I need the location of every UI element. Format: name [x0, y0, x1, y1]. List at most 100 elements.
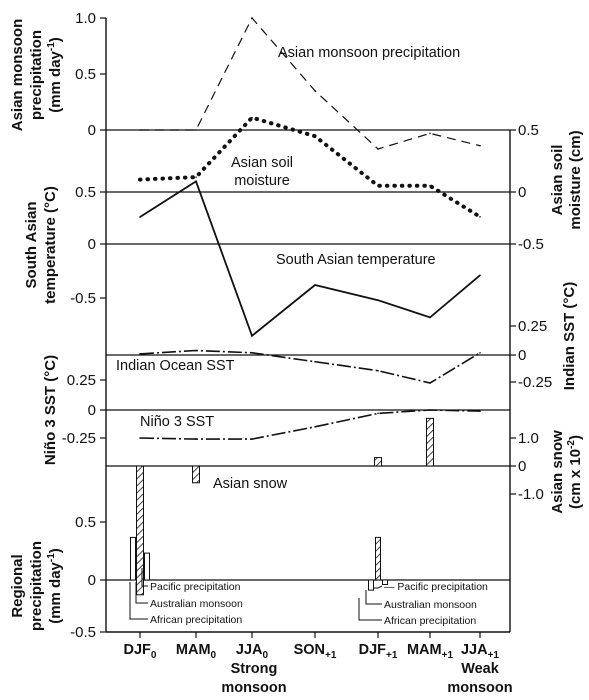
annotation-indian-ocean-sst: Indian Ocean SST: [116, 358, 235, 374]
ytick-label: 0: [518, 347, 526, 364]
data-point-asian-monsoon-precipitation: [479, 144, 481, 147]
x-annotations: Strong monsoon Weak monsoon: [221, 661, 512, 696]
data-point-nino3-sst: [479, 410, 481, 412]
left-axis-ticks: 1.0 0.5 0 0.5 0 -0.5 0.25 0 -0.25 0.5 0 …: [62, 10, 106, 641]
annotation-asian-monsoon-precipitation: Asian monsoon precipitation: [278, 45, 460, 61]
ytick-label: 0: [518, 458, 526, 475]
leader-african-djf0: [129, 582, 148, 620]
data-point-nino3-sst: [195, 438, 197, 440]
annotation-asian-snow: Asian snow: [213, 476, 288, 492]
annotation-pacific-precipitation-djf1: — Pacific precipitation: [384, 581, 488, 593]
data-point-nino3-sst: [429, 409, 431, 411]
ytick-label: 0.5: [75, 514, 96, 531]
data-point-asian-monsoon-precipitation: [251, 17, 253, 19]
bar-regional-precipitation-african-precipitation: [368, 579, 374, 591]
ytick-label: 0.5: [518, 122, 539, 139]
bar-asian-snow-asian-snow: [136, 465, 144, 596]
data-point-south-asian-temperature: [139, 216, 141, 218]
annotation-african-precipitation-djf1: African precipitation: [384, 615, 476, 627]
ytick-label: 0.25: [67, 372, 96, 389]
data-point-indian-ocean-sst: [195, 349, 197, 352]
data-point-asian-soil-moisture: [139, 178, 141, 181]
data-point-nino3-sst: [139, 437, 141, 439]
leader-pacific-djf1: [374, 585, 383, 589]
right-axis-titles: Asian soil moisture (cm) Indian SST (°C)…: [549, 130, 584, 513]
bar-asian-snow-asian-snow: [374, 457, 382, 467]
data-point-nino3-sst: [314, 426, 316, 428]
bar-regional-precipitation-pacific-precipitation: [382, 579, 388, 585]
leader-australian-djf1: [365, 590, 382, 605]
ytick-label: -1.0: [518, 486, 544, 503]
ylabel-south-asian-temperature-line2: temperature (°C): [42, 186, 59, 304]
bar-regional-precipitation-australian-monsoon: [375, 536, 381, 581]
data-point-asian-soil-moisture: [251, 116, 253, 119]
ytick-label: 0.25: [518, 318, 547, 335]
data-point-asian-monsoon-precipitation: [139, 129, 141, 131]
ylabel-south-asian-temperature-line1: South Asian: [23, 202, 40, 289]
data-point-south-asian-temperature: [377, 299, 379, 301]
bar-asian-snow-asian-snow: [192, 465, 200, 484]
ytick-label: 0: [88, 236, 96, 253]
bar-asian-snow-asian-snow: [426, 417, 434, 467]
annotation-asian-soil-moisture-line2: moisture: [234, 173, 290, 189]
data-point-south-asian-temperature: [195, 180, 197, 183]
data-point-asian-soil-moisture: [429, 185, 431, 187]
series-line-asian-soil-moisture: [138, 115, 482, 219]
x-annotation-weak-monsoon-line1: Weak: [461, 661, 500, 677]
data-point-nino3-sst: [377, 412, 379, 415]
frame: [105, 18, 511, 633]
data-point-asian-monsoon-precipitation: [429, 132, 431, 135]
ytick-label: -0.25: [62, 430, 96, 447]
ylabel-regional-precipitation-units: (mm day-1): [46, 548, 64, 624]
xtick-label: DJF0: [124, 642, 157, 661]
xtick-label: JJA+1: [461, 642, 499, 661]
data-point-indian-ocean-sst: [377, 369, 379, 372]
annotation-south-asian-temperature: South Asian temperature: [276, 252, 436, 268]
data-point-indian-ocean-sst: [479, 351, 481, 354]
x-axis-ticks: DJF0 MAM0 JJA0 SON+1 DJF+1 MAM+1 JJA+1: [124, 632, 499, 661]
ylabel-nino3-sst: Niño 3 SST (°C): [42, 355, 59, 465]
xtick-label: JJA0: [236, 642, 269, 661]
ytick-label: -0.5: [70, 290, 96, 307]
data-point-indian-ocean-sst: [139, 353, 141, 355]
data-point-south-asian-temperature: [429, 316, 431, 319]
x-annotation-strong-monsoon-line2: monsoon: [221, 680, 286, 696]
data-point-asian-soil-moisture: [479, 216, 481, 218]
series-line-asian-monsoon-precipitation: [140, 16, 481, 150]
series-annotations: Asian monsoon precipitation Asian soil m…: [116, 45, 488, 627]
ytick-label: 0.5: [75, 66, 96, 83]
ytick-label: 0: [88, 402, 96, 419]
ytick-label: 0: [518, 184, 526, 201]
data-point-asian-soil-moisture: [314, 135, 316, 137]
ylabel-regional-precipitation-line1: Regional: [9, 554, 26, 617]
ytick-label: -0.25: [518, 374, 552, 391]
annotation-australian-monsoon-djf1: Australian monsoon: [384, 599, 477, 611]
ytick-label: 0.5: [75, 184, 96, 201]
bar-regional-precipitation-african-precipitation: [130, 536, 136, 581]
ylabel-asian-snow-line1: Asian snow: [549, 430, 566, 514]
right-axis-ticks: 0.5 0 -0.5 0.25 0 -0.25 1.0 0 -1.0: [510, 122, 552, 503]
data-point-asian-monsoon-precipitation: [377, 148, 379, 150]
annotation-asian-soil-moisture-line1: Asian soil: [231, 155, 293, 171]
leader-african-djf1: [358, 598, 382, 621]
data-point-indian-ocean-sst: [429, 382, 431, 384]
annotation-nino3-sst: Niño 3 SST: [140, 414, 214, 430]
ytick-label: -0.5: [70, 624, 96, 641]
ytick-label: 1.0: [75, 10, 96, 27]
x-annotation-weak-monsoon-line2: monsoon: [447, 680, 512, 696]
bar-regional-precipitation-pacific-precipitation: [144, 552, 150, 581]
series-lines: [138, 16, 482, 440]
data-point-indian-ocean-sst: [251, 351, 253, 354]
ylabel-asian-soil-moisture-line1: Asian soil: [549, 145, 566, 216]
bars: [130, 417, 434, 596]
xtick-label: MAM+1: [407, 642, 453, 661]
xtick-label: SON+1: [294, 642, 337, 661]
ylabel-regional-precipitation-line2: precipitation: [28, 541, 45, 631]
leader-pacific-djf0: [141, 568, 148, 587]
ytick-label: 1.0: [518, 430, 539, 447]
data-point-asian-monsoon-precipitation: [314, 90, 316, 92]
data-point-south-asian-temperature: [314, 284, 316, 286]
xtick-label: DJF+1: [359, 642, 398, 661]
ytick-label: 0: [88, 572, 96, 589]
